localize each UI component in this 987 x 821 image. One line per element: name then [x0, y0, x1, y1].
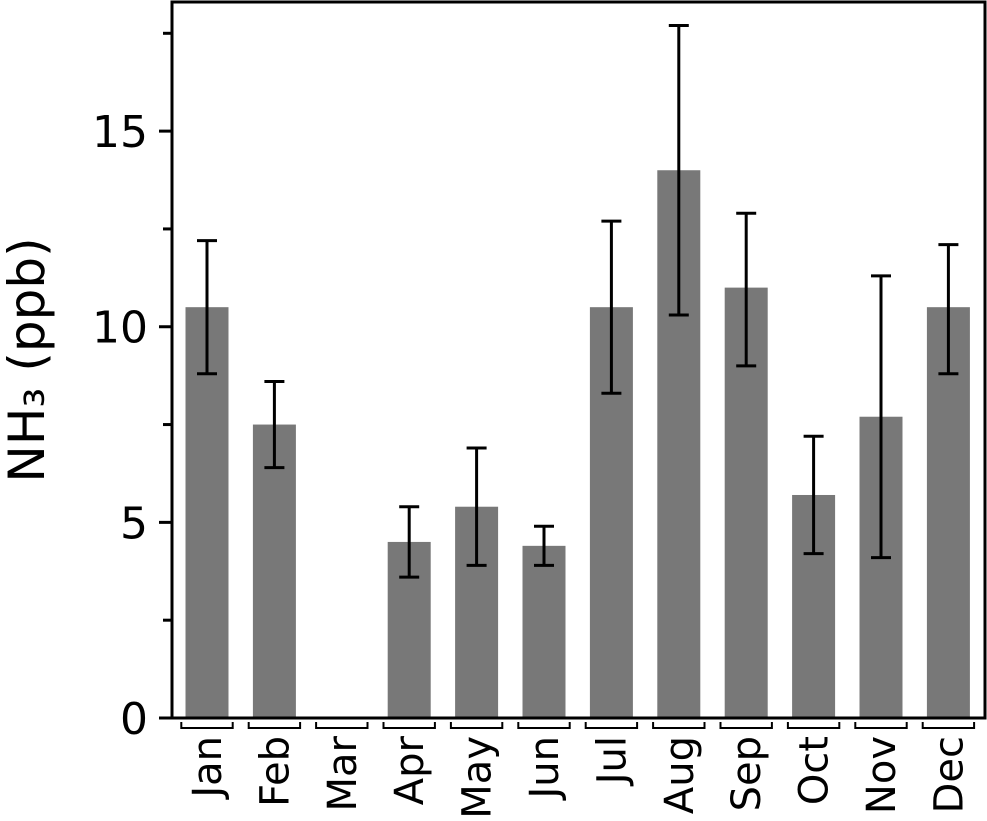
x-tick-label-apr: Apr [387, 735, 433, 805]
y-tick-label-10: 10 [92, 303, 148, 354]
bars [185, 170, 970, 719]
x-bracket-dec [921, 722, 976, 729]
error-bar-jan [197, 239, 217, 376]
x-tick-label-jul: Jul [589, 736, 635, 787]
x-tick-label-nov: Nov [859, 736, 905, 814]
x-tick-label-may: May [455, 736, 501, 819]
plot-frame [170, 0, 987, 720]
x-bracket-apr [382, 722, 436, 729]
error-bar-dec [938, 243, 959, 376]
x-tick-label-jun: Jun [522, 736, 568, 802]
x-axis: Jan Feb Mar Apr May Jun Jul Aug Sep Oct Nov Dec [180, 722, 976, 819]
error-bar-apr [399, 505, 420, 579]
error-bar-jul [601, 219, 622, 395]
bar-feb [252, 424, 296, 718]
error-bars [197, 23, 959, 579]
error-bar-sep [736, 211, 757, 368]
error-bar-may [466, 446, 487, 567]
bar-jun [522, 545, 566, 718]
x-bracket-aug [652, 722, 706, 729]
y-tick-label-15: 15 [92, 107, 148, 158]
y-axis: 0 5 10 15 [92, 31, 172, 745]
y-tick-label-5: 5 [120, 498, 148, 549]
x-bracket-mar [315, 722, 369, 729]
x-bracket-sep [719, 722, 773, 729]
x-bracket-nov [854, 722, 908, 729]
x-tick-label-aug: Aug [657, 736, 703, 814]
x-bracket-may [449, 722, 504, 729]
error-bar-oct [803, 434, 824, 556]
x-bracket-jul [584, 722, 639, 729]
x-tick-label-oct: Oct [792, 736, 838, 805]
x-bracket-feb [247, 722, 302, 729]
bar-jan [185, 307, 229, 718]
error-bar-feb [264, 380, 285, 470]
x-tick-label-dec: Dec [926, 736, 972, 813]
x-bracket-jun [517, 722, 571, 729]
x-tick-label-mar: Mar [320, 735, 366, 811]
error-bar-aug [668, 23, 689, 317]
x-tick-label-feb: Feb [252, 736, 298, 807]
y-tick-label-0: 0 [120, 694, 148, 745]
error-bar-jun [534, 524, 554, 567]
bar-dec [926, 307, 970, 718]
x-bracket-oct [786, 722, 841, 729]
x-tick-label-sep: Sep [724, 736, 770, 811]
y-axis-title: NH₃ (ppb) [0, 237, 56, 482]
error-bar-nov [871, 274, 891, 560]
x-tick-label-jan: Jan [185, 736, 231, 801]
x-bracket-jan [180, 722, 234, 729]
